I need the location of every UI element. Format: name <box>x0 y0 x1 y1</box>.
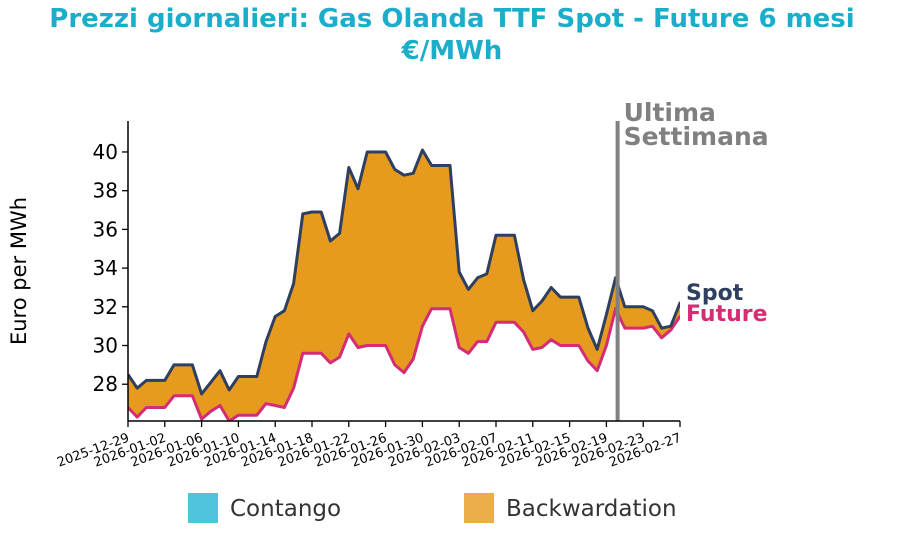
y-tick-label: 32 <box>93 295 118 319</box>
future-series-label: Future <box>686 302 768 327</box>
legend-label-contango: Contango <box>230 496 341 522</box>
last-week-label-line2: Settimana <box>624 122 769 151</box>
y-tick-label: 30 <box>93 334 118 358</box>
y-tick-label: 40 <box>93 140 118 164</box>
legend-swatch-backwardation <box>464 493 494 523</box>
y-axis-label: Euro per MWh <box>7 197 31 345</box>
legend-swatch-contango <box>188 493 218 523</box>
y-tick-label: 28 <box>93 372 118 396</box>
legend: Contango Backwardation <box>188 493 677 523</box>
y-tick-label: 38 <box>93 179 118 203</box>
plot-clipped <box>128 150 689 421</box>
y-tick-label: 36 <box>93 217 118 241</box>
plot-area <box>128 121 689 421</box>
y-tick-label: 34 <box>93 256 118 280</box>
legend-label-backwardation: Backwardation <box>506 496 677 522</box>
